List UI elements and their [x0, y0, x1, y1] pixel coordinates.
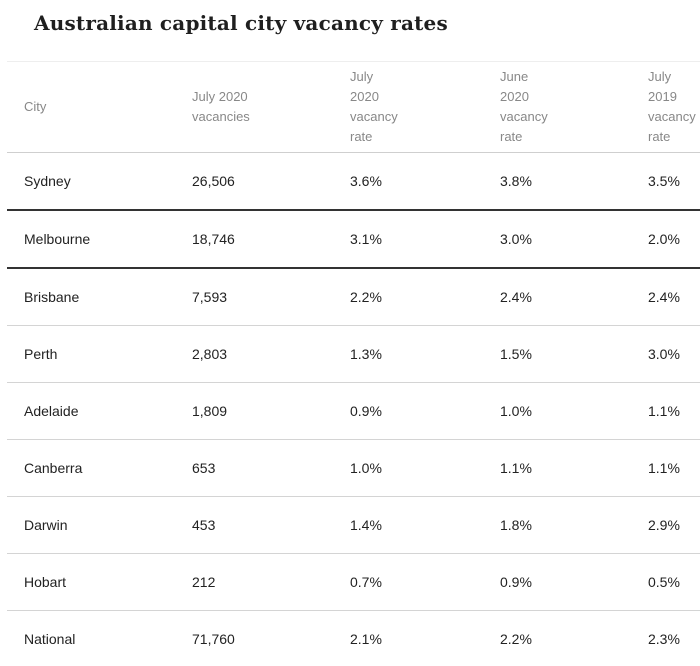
table-row: Perth 2,803 1.3% 1.5% 3.0%: [7, 326, 700, 383]
cell-rate-jul-2020: 1.4%: [334, 497, 484, 554]
vacancy-rates-table: City July 2020 vacancies July 2020 vacan…: [7, 62, 700, 666]
header-word: June: [500, 67, 632, 87]
cell-city: Canberra: [7, 440, 176, 497]
cell-vacancies: 18,746: [176, 210, 334, 268]
header-word: City: [24, 97, 176, 117]
table-row: Hobart 212 0.7% 0.9% 0.5%: [7, 554, 700, 611]
cell-rate-jul-2019: 1.1%: [632, 440, 700, 497]
header-word: rate: [500, 127, 632, 147]
cell-rate-jul-2019: 1.1%: [632, 383, 700, 440]
cell-rate-jul-2019: 2.0%: [632, 210, 700, 268]
cell-vacancies: 71,760: [176, 611, 334, 666]
cell-city: Adelaide: [7, 383, 176, 440]
cell-rate-jul-2020: 3.6%: [334, 153, 484, 211]
cell-vacancies: 26,506: [176, 153, 334, 211]
table-row: Canberra 653 1.0% 1.1% 1.1%: [7, 440, 700, 497]
cell-rate-jun-2020: 1.0%: [484, 383, 632, 440]
table-row: Melbourne 18,746 3.1% 3.0% 2.0%: [7, 210, 700, 268]
header-july-2020-vacancy-rate: July 2020 vacancy rate: [334, 62, 484, 153]
header-word: rate: [350, 127, 484, 147]
cell-rate-jun-2020: 1.8%: [484, 497, 632, 554]
cell-rate-jun-2020: 0.9%: [484, 554, 632, 611]
table-row: Sydney 26,506 3.6% 3.8% 3.5%: [7, 153, 700, 211]
header-word: vacancy: [648, 107, 700, 127]
header-word: vacancy: [500, 107, 632, 127]
cell-rate-jul-2019: 3.5%: [632, 153, 700, 211]
cell-rate-jun-2020: 1.5%: [484, 326, 632, 383]
cell-vacancies: 1,809: [176, 383, 334, 440]
cell-vacancies: 7,593: [176, 268, 334, 326]
table-row: National 71,760 2.1% 2.2% 2.3%: [7, 611, 700, 666]
cell-city: Melbourne: [7, 210, 176, 268]
table-body: Sydney 26,506 3.6% 3.8% 3.5% Melbourne 1…: [7, 153, 700, 666]
cell-rate-jun-2020: 3.8%: [484, 153, 632, 211]
cell-vacancies: 2,803: [176, 326, 334, 383]
header-word: July 2020: [192, 87, 334, 107]
header-word: rate: [648, 127, 700, 147]
cell-rate-jul-2020: 1.3%: [334, 326, 484, 383]
vacancy-table-container[interactable]: City July 2020 vacancies July 2020 vacan…: [7, 61, 700, 666]
cell-rate-jul-2019: 0.5%: [632, 554, 700, 611]
cell-rate-jun-2020: 2.2%: [484, 611, 632, 666]
header-word: vacancies: [192, 107, 334, 127]
cell-rate-jul-2019: 2.9%: [632, 497, 700, 554]
header-word: July: [648, 67, 700, 87]
header-july-2019-vacancy-rate: July 2019 vacancy rate: [632, 62, 700, 153]
table-row: Darwin 453 1.4% 1.8% 2.9%: [7, 497, 700, 554]
cell-city: Darwin: [7, 497, 176, 554]
cell-rate-jul-2020: 1.0%: [334, 440, 484, 497]
cell-rate-jul-2020: 3.1%: [334, 210, 484, 268]
header-city: City: [7, 62, 176, 153]
table-row: Brisbane 7,593 2.2% 2.4% 2.4%: [7, 268, 700, 326]
cell-city: National: [7, 611, 176, 666]
cell-rate-jul-2019: 2.4%: [632, 268, 700, 326]
table-title: Australian capital city vacancy rates: [34, 11, 448, 35]
cell-city: Sydney: [7, 153, 176, 211]
header-word: July: [350, 67, 484, 87]
header-word: 2020: [350, 87, 484, 107]
header-row: City July 2020 vacancies July 2020 vacan…: [7, 62, 700, 153]
cell-vacancies: 653: [176, 440, 334, 497]
header-word: vacancy: [350, 107, 484, 127]
cell-city: Perth: [7, 326, 176, 383]
cell-rate-jun-2020: 2.4%: [484, 268, 632, 326]
cell-vacancies: 453: [176, 497, 334, 554]
cell-rate-jul-2020: 2.1%: [334, 611, 484, 666]
cell-rate-jul-2019: 2.3%: [632, 611, 700, 666]
table-header: City July 2020 vacancies July 2020 vacan…: [7, 62, 700, 153]
cell-rate-jul-2020: 0.7%: [334, 554, 484, 611]
cell-rate-jun-2020: 3.0%: [484, 210, 632, 268]
header-word: 2020: [500, 87, 632, 107]
cell-city: Brisbane: [7, 268, 176, 326]
cell-rate-jul-2020: 2.2%: [334, 268, 484, 326]
cell-vacancies: 212: [176, 554, 334, 611]
header-june-2020-vacancy-rate: June 2020 vacancy rate: [484, 62, 632, 153]
table-row: Adelaide 1,809 0.9% 1.0% 1.1%: [7, 383, 700, 440]
cell-rate-jul-2020: 0.9%: [334, 383, 484, 440]
header-word: 2019: [648, 87, 700, 107]
cell-city: Hobart: [7, 554, 176, 611]
header-july-2020-vacancies: July 2020 vacancies: [176, 62, 334, 153]
cell-rate-jul-2019: 3.0%: [632, 326, 700, 383]
cell-rate-jun-2020: 1.1%: [484, 440, 632, 497]
